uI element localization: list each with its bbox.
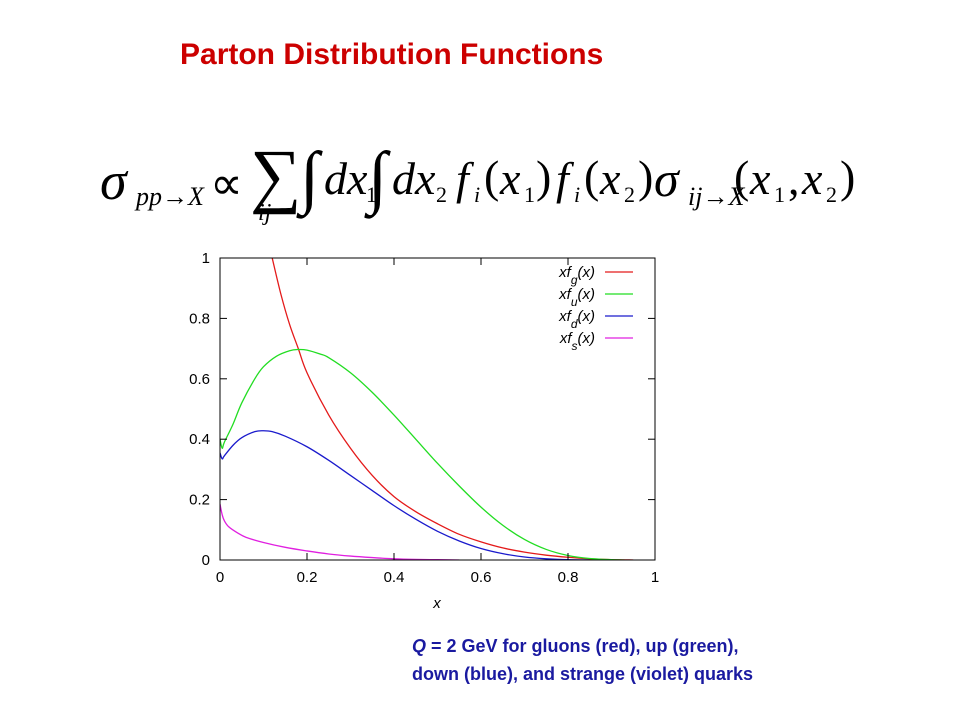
- legend-prefix: xf: [558, 286, 573, 303]
- legend-prefix: xf: [558, 308, 573, 325]
- legend-suffix: (x): [578, 264, 596, 281]
- eq-f2: f: [556, 153, 569, 204]
- eq-x2: x: [600, 153, 621, 204]
- plot-frame: [219, 257, 656, 561]
- legend-subscript: d: [571, 317, 578, 331]
- eq-x1-b-subscript: 1: [774, 182, 785, 207]
- y-tick-label: 0.8: [189, 310, 210, 327]
- caption-line-1: Q = 2 GeV for gluons (red), up (green),: [412, 632, 753, 660]
- eq-integral-1: ∫: [300, 139, 320, 216]
- legend-subscript: s: [572, 339, 578, 353]
- eq-paren-open-3: (: [734, 151, 750, 202]
- y-tick-label: 1: [202, 250, 210, 267]
- slide-title: Parton Distribution Functions: [180, 38, 604, 71]
- eq-x2-b: x: [802, 153, 823, 204]
- eq-sigma: σ: [100, 151, 127, 211]
- x-tick-label: 0: [216, 569, 224, 586]
- caption-q-symbol: Q: [412, 636, 427, 656]
- legend-label-s: xfs(x): [559, 330, 595, 353]
- eq-x1-b: x: [750, 153, 771, 204]
- y-tick-label: 0.6: [189, 371, 210, 388]
- legend-subscript: g: [571, 273, 578, 287]
- series-line-g: [271, 258, 634, 560]
- caption-line-2: down (blue), and strange (violet) quarks: [412, 664, 754, 684]
- eq-dx2: dx: [392, 153, 436, 204]
- eq-paren-close-3: ): [840, 151, 856, 202]
- eq-x1-subscript: 1: [524, 182, 535, 207]
- pdf-curves: [220, 258, 634, 560]
- legend-prefix: xf: [558, 264, 573, 281]
- eq-dx2-subscript: 2: [436, 182, 447, 207]
- eq-paren-open-1: (: [484, 151, 500, 202]
- y-tick-label: 0.4: [189, 431, 210, 448]
- eq-f1: f: [456, 153, 469, 204]
- legend-suffix: (x): [578, 330, 596, 347]
- eq-x1: x: [500, 153, 521, 204]
- eq-x2-subscript: 2: [624, 182, 635, 207]
- x-tick-label: 0.8: [558, 569, 579, 586]
- eq-propto: ∝: [210, 158, 243, 209]
- x-axis-label: x: [432, 595, 441, 612]
- eq-sigma-subscript: pp→X: [136, 182, 204, 211]
- y-tick-label: 0.2: [189, 492, 210, 509]
- x-tick-label: 0.4: [384, 569, 405, 586]
- legend-suffix: (x): [578, 286, 596, 303]
- legend-subscript: u: [571, 295, 578, 309]
- eq-sum-subscript: ij: [258, 200, 272, 226]
- y-tick-label: 0: [202, 552, 210, 569]
- cross-section-equation: σ pp→X ∝ ∑ ij ∫ dx 1 ∫ dx 2 f i ( x 1 ) …: [100, 135, 860, 238]
- x-tick-label: 1: [651, 569, 659, 586]
- eq-dx1: dx: [324, 153, 368, 204]
- eq-f2-subscript: i: [574, 182, 581, 207]
- legend-suffix: (x): [578, 308, 596, 325]
- eq-comma: ,: [788, 153, 800, 204]
- chart-caption: Q = 2 GeV for gluons (red), up (green), …: [412, 632, 753, 688]
- series-line-d: [220, 430, 590, 560]
- x-tick-label: 0.6: [471, 569, 492, 586]
- legend-prefix: xf: [559, 330, 574, 347]
- axis-ticks: 0 0.2 0.4 0.6 0.8 1 0 0.2 0.4 0.6 0.8 1: [189, 250, 659, 586]
- eq-paren-close-1: ): [536, 151, 552, 202]
- pdf-chart: 0 0.2 0.4 0.6 0.8 100.20.40.60.81 xfg(x)xfu(x…: [189, 250, 659, 612]
- eq-sigma-ij: σ: [654, 151, 679, 207]
- legend-label-u: xfu(x): [558, 286, 595, 309]
- legend-label-g: xfg(x): [558, 264, 595, 287]
- eq-paren-close-2: ): [638, 151, 654, 202]
- eq-integral-2: ∫: [368, 139, 388, 216]
- x-tick-label: 0.2: [297, 569, 318, 586]
- series-line-u: [220, 348, 625, 560]
- series-line-s: [220, 503, 460, 560]
- eq-sum: ∑: [250, 135, 302, 215]
- eq-paren-open-2: (: [584, 151, 600, 202]
- caption-line-1-text: = 2 GeV for gluons (red), up (green),: [426, 636, 739, 656]
- eq-x2-b-subscript: 2: [826, 182, 837, 207]
- eq-dx1-subscript: 1: [366, 182, 377, 207]
- eq-sigma-ij-subscript: ij→X: [688, 182, 745, 211]
- chart-legend: xfg(x)xfu(x)xfd(x)xfs(x): [558, 264, 633, 353]
- legend-label-d: xfd(x): [558, 308, 595, 331]
- eq-f1-subscript: i: [474, 182, 481, 207]
